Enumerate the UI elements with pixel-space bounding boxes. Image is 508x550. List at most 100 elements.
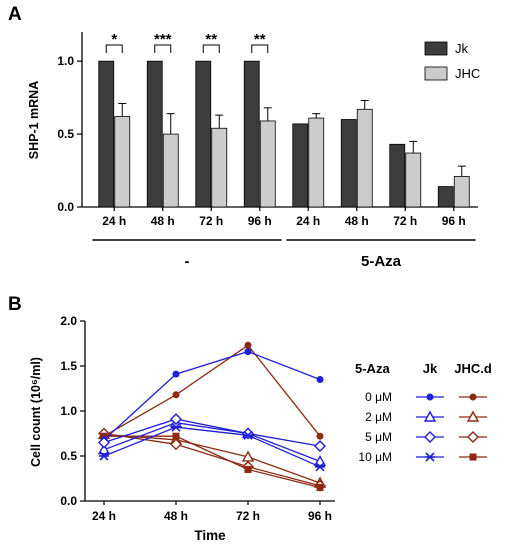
series-line (103, 350, 321, 441)
data-point (315, 462, 325, 472)
bar-jk (437, 186, 454, 208)
bar-jhc (162, 133, 179, 208)
x-tick-label: 24 h (92, 509, 116, 523)
x-tick-label: 96 h (248, 214, 272, 228)
bar-jhc (405, 152, 422, 208)
bar-jk (389, 143, 406, 208)
significance-bracket (154, 44, 172, 53)
legend-concentration-label: 0 μM (365, 390, 392, 404)
y-tick-label: 1.5 (60, 359, 77, 373)
y-axis-label: SHP-1 mRNA (27, 81, 41, 160)
x-tick-label: 48 h (164, 509, 188, 523)
series-line (103, 432, 321, 487)
x-tick-label: 72 h (236, 509, 260, 523)
legend-column-label: JHC.d (454, 361, 492, 376)
y-tick-label: 2.0 (60, 314, 77, 328)
x-tick-label: 96 h (308, 509, 332, 523)
series-line (103, 344, 321, 437)
data-point (100, 432, 108, 440)
bar-jk (340, 119, 357, 208)
bar-jhc (453, 175, 470, 208)
legend-concentration-label: 2 μM (365, 410, 392, 424)
legend-label: Jk (455, 41, 469, 56)
series-line (103, 418, 321, 447)
data-point (99, 451, 109, 461)
bar-jhc (114, 116, 131, 208)
legend-column-label: Jk (423, 361, 438, 376)
data-point (316, 432, 324, 440)
x-tick-label: 24 h (102, 214, 126, 228)
legend-marker (425, 452, 435, 462)
y-tick-label: 0.5 (60, 449, 77, 463)
y-tick-label: 0.0 (57, 200, 74, 214)
legend-marker (424, 431, 436, 443)
data-point (243, 430, 253, 440)
data-point (172, 391, 180, 399)
data-point (170, 413, 182, 426)
legend-marker (426, 393, 434, 401)
bar-jhc (259, 120, 276, 208)
data-point (314, 440, 326, 453)
data-point (313, 454, 327, 467)
x-tick-label: 72 h (199, 214, 223, 228)
legend-marker (423, 410, 437, 422)
group-label: - (185, 253, 190, 270)
legend-marker (469, 453, 477, 461)
bar-jk (292, 123, 309, 208)
x-tick-label: 72 h (393, 214, 417, 228)
panel-a-letter: A (8, 4, 22, 25)
data-point (316, 376, 324, 383)
bar-jhc (308, 117, 325, 208)
y-tick-label: 1.0 (57, 54, 74, 68)
data-point (98, 436, 110, 449)
data-point (172, 432, 180, 440)
legend-marker (467, 431, 479, 443)
series-line (103, 426, 321, 468)
x-tick-label: 48 h (345, 214, 369, 228)
legend-concentration-label: 5 μM (365, 430, 392, 444)
legend-concentration-label: 10 μM (358, 450, 392, 464)
data-point (171, 422, 181, 432)
bar-jhc (211, 127, 228, 208)
bar-jk (98, 60, 115, 208)
data-point (244, 341, 252, 349)
data-point (97, 443, 111, 455)
legend-swatch (424, 66, 448, 81)
data-point (170, 438, 182, 451)
x-tick-label: 48 h (151, 214, 175, 228)
legend-marker (466, 410, 480, 422)
x-tick-label: 96 h (442, 214, 466, 228)
panel-b-letter: B (8, 294, 22, 315)
bar-jk (195, 60, 212, 208)
legend-title: 5-Aza (355, 361, 390, 376)
bar-jhc (356, 108, 373, 208)
y-axis-label: Cell count (10⁶/ml) (29, 357, 43, 467)
series-line (103, 422, 321, 463)
panel-a-bar-chart: 0.0 0.5 1.0 SHP-1 mRNA 24 h 48 h 72 h 96 h 24 h 4… (27, 31, 480, 270)
series-line (104, 435, 321, 489)
significance-bracket (251, 44, 269, 53)
x-axis-label: Time (194, 528, 226, 543)
legend-swatch (424, 41, 448, 56)
series-line (103, 433, 321, 484)
significance-label: *** (154, 31, 172, 48)
significance-label: ** (254, 31, 266, 48)
panel-b-line-chart: 0.0 0.5 1.0 1.5 2.0 24 h 48 h 72 h 96 h Time Cell … (29, 314, 492, 543)
significance-label: * (111, 31, 117, 48)
data-point (244, 466, 252, 473)
significance-bracket (105, 44, 123, 53)
y-tick-label: 0.0 (60, 494, 77, 508)
significance-label: ** (205, 31, 217, 48)
significance-bracket (202, 44, 220, 53)
data-point (316, 484, 324, 491)
legend-marker (469, 393, 477, 401)
y-tick-label: 0.5 (57, 127, 74, 141)
bar-jk (243, 60, 260, 208)
data-point (172, 370, 180, 378)
y-tick-label: 1.0 (60, 404, 77, 418)
data-point (244, 348, 252, 356)
legend-label: JHC (455, 66, 480, 81)
group-label: 5-Aza (361, 253, 402, 270)
x-tick-label: 24 h (296, 214, 320, 228)
